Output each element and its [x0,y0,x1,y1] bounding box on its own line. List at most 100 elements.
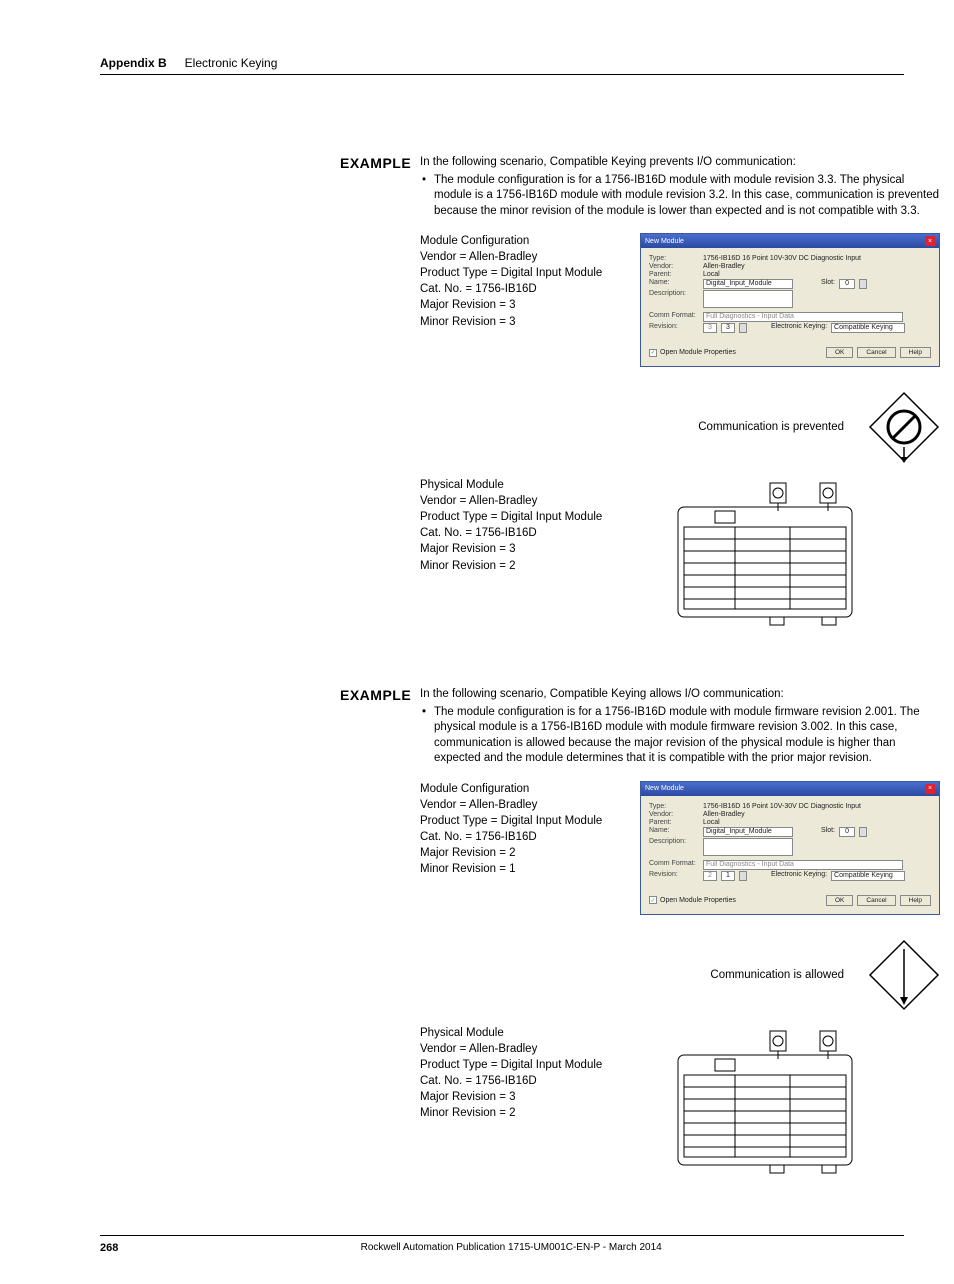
lbl-desc: Description: [649,290,699,308]
val-parent: Local [703,819,720,826]
dialog-titlebar: New Module × [641,234,939,248]
keying-select[interactable]: Compatible Keying [831,871,905,881]
val-vendor: Allen-Bradley [703,811,745,818]
cfg-minrev: Minor Revision = 3 [420,314,620,330]
example-label: Example [340,687,402,1175]
dialog-title: New Module [645,238,684,245]
new-module-dialog: New Module × Type:1756-IB16D 16 Point 10… [640,233,940,367]
help-button[interactable]: Help [900,347,931,358]
example-1-intro: In the following scenario, Compatible Ke… [420,155,940,219]
ok-button[interactable]: OK [826,347,853,358]
publication-info: Rockwell Automation Publication 1715-UM0… [361,1242,662,1254]
lbl-name: Name: [649,827,699,837]
rev-major[interactable]: 3 [703,323,717,333]
val-parent: Local [703,271,720,278]
phys-minrev: Minor Revision = 2 [420,558,650,574]
help-button[interactable]: Help [900,895,931,906]
name-input[interactable]: Digital_Input_Module [703,279,793,289]
intro-text: In the following scenario, Compatible Ke… [420,688,784,700]
example-2: Example In the following scenario, Compa… [340,687,904,1175]
commformat-select[interactable]: Full Diagnostics - Input Data [703,860,903,870]
open-properties-label: Open Module Properties [660,349,736,356]
phys-vendor: Vendor = Allen-Bradley [420,1041,650,1057]
slot-input[interactable]: 0 [839,827,855,837]
lbl-parent: Parent: [649,819,699,826]
cancel-button[interactable]: Cancel [857,347,895,358]
desc-input[interactable] [703,838,793,856]
lbl-desc: Description: [649,838,699,856]
phys-minrev: Minor Revision = 2 [420,1105,650,1121]
rev-minor[interactable]: 3 [721,323,735,333]
open-properties-label: Open Module Properties [660,897,736,904]
lbl-revision: Revision: [649,323,699,333]
page-number: 268 [100,1242,118,1254]
cfg-vendor: Vendor = Allen-Bradley [420,797,620,813]
lbl-parent: Parent: [649,271,699,278]
commformat-select[interactable]: Full Diagnostics - Input Data [703,312,903,322]
val-vendor: Allen-Bradley [703,263,745,270]
cfg-title: Module Configuration [420,781,620,797]
example-label: Example [340,155,402,627]
name-input[interactable]: Digital_Input_Module [703,827,793,837]
lbl-type: Type: [649,803,699,810]
open-properties-check[interactable]: ✓Open Module Properties [649,896,822,904]
lbl-keying: Electronic Keying: [771,871,827,881]
cancel-button[interactable]: Cancel [857,895,895,906]
module-diagram-icon [670,1025,860,1175]
cfg-minrev: Minor Revision = 1 [420,861,620,877]
phys-vendor: Vendor = Allen-Bradley [420,493,650,509]
lbl-slot: Slot: [821,827,835,837]
cfg-majrev: Major Revision = 2 [420,845,620,861]
close-icon[interactable]: × [925,784,935,794]
desc-input[interactable] [703,290,793,308]
phys-catno: Cat. No. = 1756-IB16D [420,1073,650,1089]
cfg-catno: Cat. No. = 1756-IB16D [420,829,620,845]
rev-spinner[interactable] [739,323,747,333]
lbl-type: Type: [649,255,699,262]
keying-select[interactable]: Compatible Keying [831,323,905,333]
intro-bullet: The module configuration is for a 1756-I… [420,173,940,220]
lbl-vendor: Vendor: [649,811,699,818]
dialog-titlebar: New Module × [641,782,939,796]
comm-prevented-label: Communication is prevented [698,421,844,433]
lbl-keying: Electronic Keying: [771,323,827,333]
phys-title: Physical Module [420,1025,650,1041]
cfg-catno: Cat. No. = 1756-IB16D [420,281,620,297]
appendix-label: Appendix B [100,56,167,70]
phys-title: Physical Module [420,477,650,493]
lbl-commformat: Comm Format: [649,860,699,870]
ok-button[interactable]: OK [826,895,853,906]
module-config-text: Module Configuration Vendor = Allen-Brad… [420,233,620,330]
slot-spinner[interactable] [859,827,867,837]
rev-spinner[interactable] [739,871,747,881]
lbl-name: Name: [649,279,699,289]
open-properties-check[interactable]: ✓Open Module Properties [649,349,822,357]
lbl-revision: Revision: [649,871,699,881]
lbl-vendor: Vendor: [649,263,699,270]
physical-module-text: Physical Module Vendor = Allen-Bradley P… [420,477,650,574]
cfg-title: Module Configuration [420,233,620,249]
new-module-dialog: New Module × Type:1756-IB16D 16 Point 10… [640,781,940,915]
header-title: Electronic Keying [185,56,278,70]
slot-input[interactable]: 0 [839,279,855,289]
phys-ptype: Product Type = Digital Input Module [420,509,650,525]
phys-catno: Cat. No. = 1756-IB16D [420,525,650,541]
cfg-ptype: Product Type = Digital Input Module [420,265,620,281]
rev-minor[interactable]: 1 [721,871,735,881]
module-diagram-icon [670,477,860,627]
dialog-title: New Module [645,785,684,792]
cfg-majrev: Major Revision = 3 [420,297,620,313]
lbl-slot: Slot: [821,279,835,289]
lbl-commformat: Comm Format: [649,312,699,322]
intro-text: In the following scenario, Compatible Ke… [420,156,796,168]
comm-allowed-icon [868,939,940,1011]
comm-prevented-icon [868,391,940,463]
intro-bullet: The module configuration is for a 1756-I… [420,705,940,767]
slot-spinner[interactable] [859,279,867,289]
module-config-text: Module Configuration Vendor = Allen-Brad… [420,781,620,878]
phys-ptype: Product Type = Digital Input Module [420,1057,650,1073]
rev-major[interactable]: 2 [703,871,717,881]
example-1: Example In the following scenario, Compa… [340,155,904,627]
close-icon[interactable]: × [925,236,935,246]
cfg-vendor: Vendor = Allen-Bradley [420,249,620,265]
